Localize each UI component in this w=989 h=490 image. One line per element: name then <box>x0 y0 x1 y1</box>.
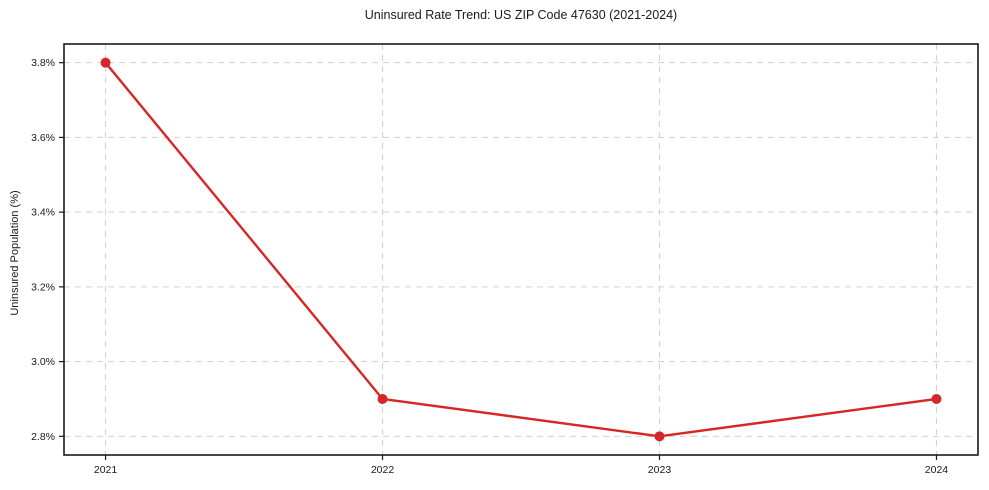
x-tick-label: 2021 <box>94 464 118 476</box>
x-tick-label: 2022 <box>371 464 395 476</box>
data-point-marker <box>377 393 388 404</box>
y-tick-label: 2.8% <box>31 431 55 443</box>
y-tick-label: 3.6% <box>31 132 55 144</box>
trend-line <box>104 61 938 438</box>
data-point-marker <box>654 431 665 442</box>
y-tick-label: 3.8% <box>31 57 55 69</box>
data-point-marker <box>931 393 942 404</box>
data-point-marker <box>100 57 111 68</box>
x-tick-label: 2023 <box>648 464 672 476</box>
x-tick-label: 2024 <box>925 464 949 476</box>
y-tick-label: 3.2% <box>31 281 55 293</box>
plot-border <box>63 43 979 456</box>
y-tick-label: 3.0% <box>31 356 55 368</box>
y-tick-label: 3.4% <box>31 207 55 219</box>
chart-title: Uninsured Rate Trend: US ZIP Code 47630 … <box>364 8 678 22</box>
